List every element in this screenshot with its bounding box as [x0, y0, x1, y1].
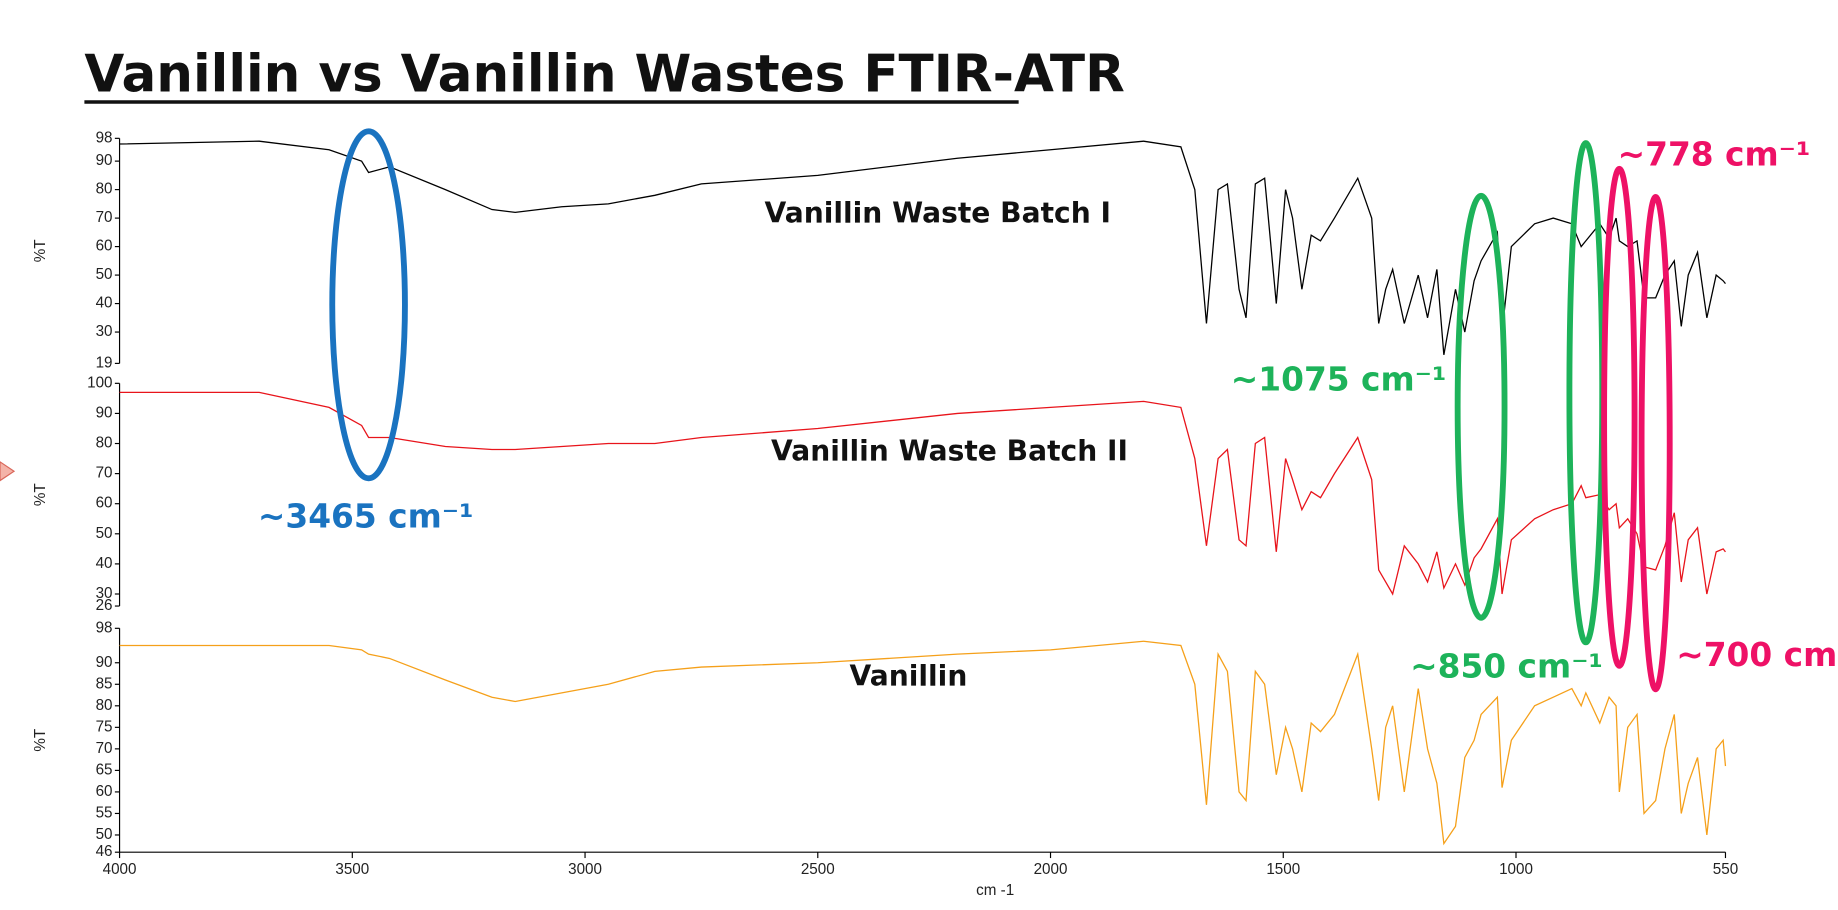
y-tick-label: 60: [96, 238, 113, 255]
y-tick-label: 60: [96, 783, 113, 800]
y-tick-label: 30: [96, 585, 113, 602]
series-label: Vanillin: [850, 660, 968, 693]
y-tick-label: 50: [96, 266, 113, 283]
y-tick-label: 90: [96, 152, 113, 169]
x-tick-label: 3000: [568, 861, 602, 878]
y-tick-label: 85: [96, 675, 113, 692]
annotation: ~778 cm⁻¹: [1618, 135, 1811, 173]
y-tick-label: 75: [96, 718, 113, 735]
y-axis-label: %T: [32, 729, 49, 752]
x-tick-label: 1500: [1266, 861, 1300, 878]
y-tick-label: 50: [96, 826, 113, 843]
y-tick-label: 90: [96, 654, 113, 671]
y-tick-label: 30: [96, 323, 113, 340]
y-tick-label: 98: [96, 619, 113, 636]
x-tick-label: 4000: [103, 861, 137, 878]
y-tick-label: 50: [96, 525, 113, 542]
x-tick-label: 550: [1713, 861, 1738, 878]
y-tick-label: 80: [96, 181, 113, 198]
y-tick-label: 26: [96, 597, 113, 614]
highlight-ellipse: [1454, 192, 1508, 621]
y-axis-label: %T: [32, 483, 49, 506]
highlight-ellipse: [1601, 165, 1638, 669]
y-tick-label: 40: [96, 295, 113, 312]
y-tick-label: 70: [96, 465, 113, 482]
annotation: ~1075 cm⁻¹: [1231, 360, 1447, 398]
x-tick-label: 2500: [801, 861, 835, 878]
y-tick-label: 19: [96, 354, 113, 371]
annotation: ~3465 cm⁻¹: [258, 498, 474, 536]
y-tick-label: 65: [96, 761, 113, 778]
x-axis-label: cm -1: [976, 882, 1014, 899]
y-tick-label: 46: [96, 843, 113, 860]
y-tick-label: 55: [96, 804, 113, 821]
y-tick-label: 90: [96, 404, 113, 421]
spectrum-line: [119, 640, 1727, 846]
chart-title: Vanillin vs Vanillin Wastes FTIR-ATR: [84, 44, 1124, 104]
y-tick-label: 70: [96, 740, 113, 757]
y-tick-label: 70: [96, 209, 113, 226]
highlight-ellipse: [1638, 194, 1673, 693]
y-tick-label: 80: [96, 435, 113, 452]
x-tick-label: 2000: [1034, 861, 1068, 878]
annotation: ~850 cm⁻¹: [1410, 648, 1603, 686]
y-tick-label: 80: [96, 697, 113, 714]
spectrum-line: [119, 140, 1726, 355]
highlight-ellipse: [1566, 140, 1606, 646]
y-axis-label: %T: [32, 239, 49, 262]
x-tick-label: 1000: [1499, 861, 1533, 878]
spectrum-line: [119, 391, 1726, 596]
y-tick-label: 98: [96, 129, 113, 146]
highlight-ellipse: [329, 128, 408, 482]
y-tick-label: 100: [87, 374, 112, 391]
y-tick-label: 60: [96, 495, 113, 512]
series-label: Vanillin Waste Batch I: [765, 197, 1111, 230]
side-arrow: [0, 461, 16, 482]
y-tick-label: 40: [96, 555, 113, 572]
x-tick-label: 3500: [335, 861, 369, 878]
annotation: ~700 cm: [1676, 636, 1837, 674]
series-label: Vanillin Waste Batch II: [771, 434, 1128, 467]
